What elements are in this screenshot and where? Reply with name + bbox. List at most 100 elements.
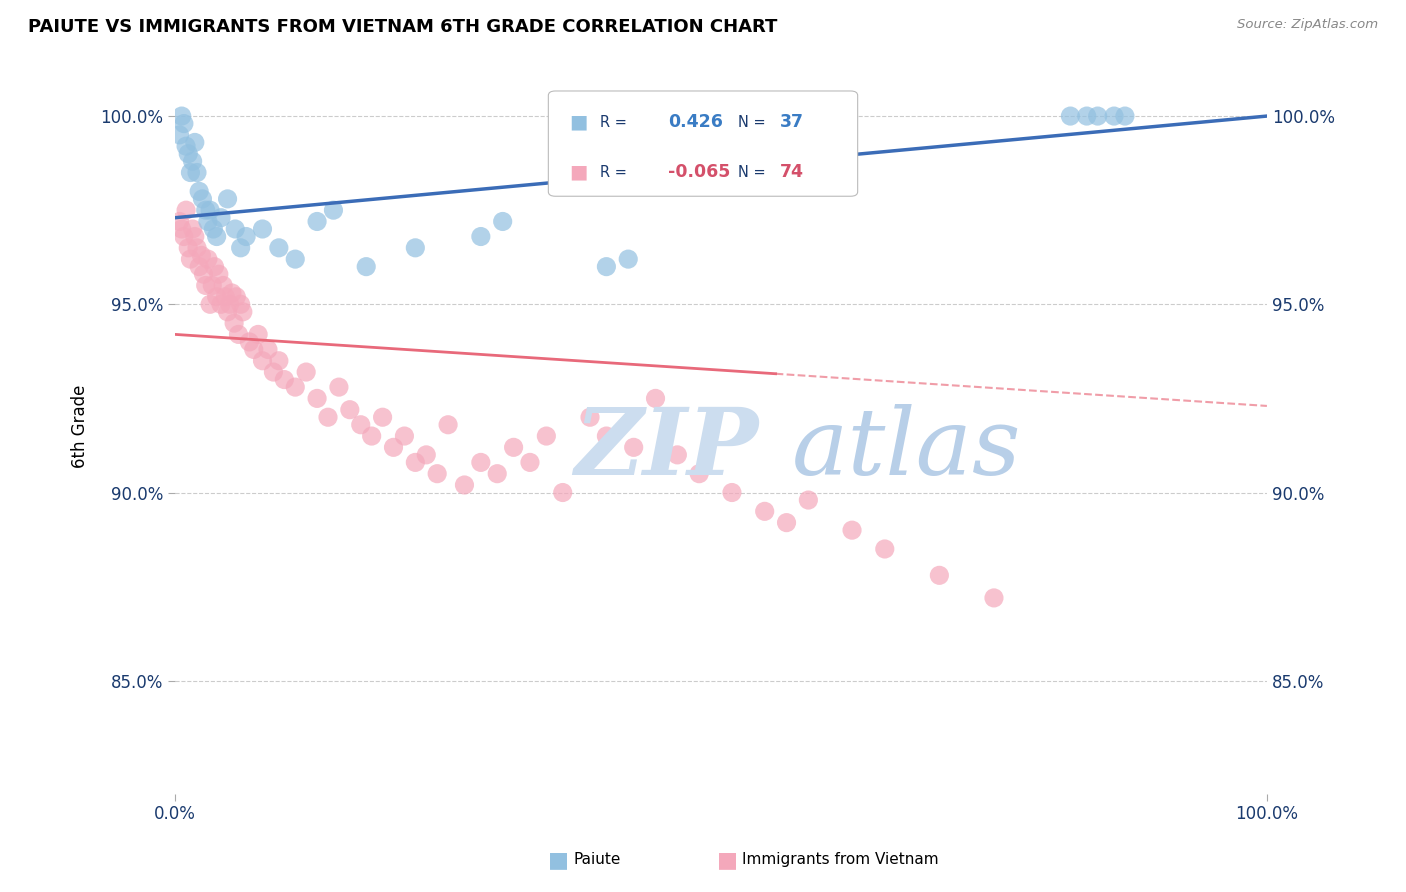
Point <box>470 455 492 469</box>
Point <box>295 365 318 379</box>
Point <box>426 467 449 481</box>
Point <box>360 429 382 443</box>
Text: ■: ■ <box>569 112 588 132</box>
Point <box>1059 109 1081 123</box>
Point <box>202 222 225 236</box>
Point <box>225 290 247 304</box>
Point <box>486 467 509 481</box>
Point <box>754 504 776 518</box>
Point <box>273 373 295 387</box>
Point <box>267 241 290 255</box>
Point <box>173 117 195 131</box>
Point <box>284 380 307 394</box>
Point <box>328 380 350 394</box>
Point <box>194 278 217 293</box>
Point <box>184 136 207 150</box>
Point <box>212 278 235 293</box>
Point <box>519 455 541 469</box>
Point <box>193 267 215 281</box>
Point <box>179 252 201 266</box>
Text: PAIUTE VS IMMIGRANTS FROM VIETNAM 6TH GRADE CORRELATION CHART: PAIUTE VS IMMIGRANTS FROM VIETNAM 6TH GR… <box>28 18 778 36</box>
Point <box>197 252 219 266</box>
Point <box>437 417 460 432</box>
Point <box>371 410 394 425</box>
Point <box>242 343 264 357</box>
Point <box>551 485 574 500</box>
Point <box>322 203 344 218</box>
Text: N =: N = <box>738 165 770 179</box>
Point <box>194 203 217 218</box>
Point <box>224 316 246 330</box>
Point <box>257 343 280 357</box>
Point <box>1076 109 1098 123</box>
Point <box>169 128 191 142</box>
Point <box>404 455 426 469</box>
Point <box>169 214 191 228</box>
Point <box>177 146 200 161</box>
Point <box>928 568 950 582</box>
Point <box>415 448 437 462</box>
Text: 74: 74 <box>780 163 804 181</box>
Text: R =: R = <box>600 115 631 129</box>
Point <box>247 327 270 342</box>
Point <box>190 248 212 262</box>
Text: -0.065: -0.065 <box>668 163 730 181</box>
Point <box>644 392 666 406</box>
Point <box>470 229 492 244</box>
Point <box>350 417 373 432</box>
Point <box>238 334 260 349</box>
Point <box>252 353 274 368</box>
Point <box>873 541 896 556</box>
Point <box>170 222 193 236</box>
Point <box>579 410 602 425</box>
Point <box>197 214 219 228</box>
Point <box>218 297 240 311</box>
Text: 37: 37 <box>780 113 804 131</box>
Point <box>214 290 236 304</box>
Point <box>188 185 211 199</box>
Text: atlas: atlas <box>792 404 1022 493</box>
Text: N =: N = <box>738 115 770 129</box>
Text: Source: ZipAtlas.com: Source: ZipAtlas.com <box>1237 18 1378 31</box>
Point <box>595 260 617 274</box>
Point <box>198 297 221 311</box>
Point <box>209 211 232 225</box>
Point <box>198 203 221 218</box>
Point <box>797 493 820 508</box>
Point <box>188 260 211 274</box>
Y-axis label: 6th Grade: 6th Grade <box>72 385 89 468</box>
Point <box>174 139 197 153</box>
Point <box>775 516 797 530</box>
Point <box>228 327 250 342</box>
Point <box>1102 109 1125 123</box>
Point <box>307 214 329 228</box>
Point <box>267 353 290 368</box>
Point <box>232 305 254 319</box>
Point <box>1087 109 1109 123</box>
Text: ■: ■ <box>717 850 738 870</box>
Text: ZIP: ZIP <box>574 404 758 493</box>
Point <box>229 297 252 311</box>
Point <box>307 392 329 406</box>
Point <box>502 441 524 455</box>
Text: ■: ■ <box>569 162 588 182</box>
Point <box>170 109 193 123</box>
Point <box>252 222 274 236</box>
Text: R =: R = <box>600 165 631 179</box>
Point <box>204 260 226 274</box>
Point <box>1114 109 1136 123</box>
Point <box>221 285 243 300</box>
Point <box>224 222 246 236</box>
Point <box>209 297 232 311</box>
Text: Paiute: Paiute <box>574 853 621 867</box>
Point <box>205 290 228 304</box>
Point <box>382 441 405 455</box>
Point <box>536 429 558 443</box>
Point <box>181 154 204 169</box>
Point <box>404 241 426 255</box>
Point <box>177 241 200 255</box>
Point <box>217 305 239 319</box>
Point <box>191 192 214 206</box>
Point <box>217 192 239 206</box>
Point <box>983 591 1005 605</box>
